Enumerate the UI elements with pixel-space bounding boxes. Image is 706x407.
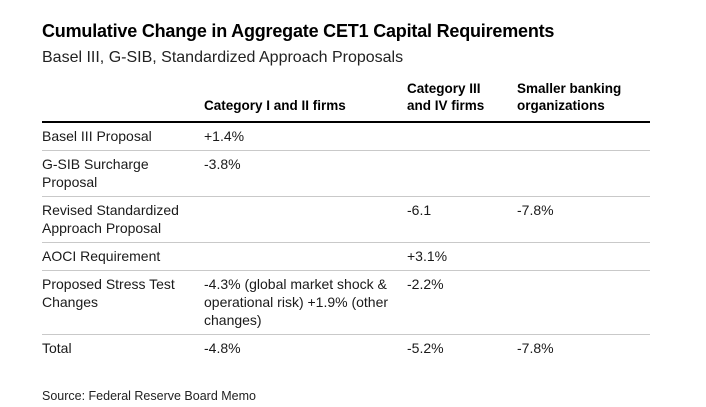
row-label: AOCI Requirement <box>42 242 204 271</box>
value-cell: -7.8% <box>517 196 650 243</box>
value-cell: +3.1% <box>407 242 517 271</box>
value-cell: +1.4% <box>204 128 245 144</box>
header-row: Category I and II firms Category III and… <box>42 80 650 123</box>
value-cell <box>517 150 650 197</box>
column-header-category-1-2: Category I and II firms <box>204 80 407 123</box>
table-body: Basel III Proposal +1.4% G-SIB Surcharge… <box>42 122 650 362</box>
value-cell <box>517 270 650 335</box>
row-label: G-SIB Surcharge Proposal <box>42 150 204 197</box>
page-title: Cumulative Change in Aggregate CET1 Capi… <box>42 21 555 41</box>
table-row-aoci-requirement: AOCI Requirement +3.1% <box>42 242 650 271</box>
table-row-basel-iii: Basel III Proposal +1.4% <box>42 122 650 151</box>
value-cell <box>517 122 650 151</box>
column-header-smaller-banking: Smaller banking organizations <box>517 80 650 123</box>
row-label: Proposed Stress Test Changes <box>42 270 204 335</box>
table-header: Category I and II firms Category III and… <box>42 80 650 123</box>
value-cell: -4.3% (global market shock & operational… <box>204 270 407 335</box>
row-label: Revised Standardized Approach Proposal <box>42 196 204 243</box>
table-row-total: Total -4.8% -5.2% -7.8% <box>42 334 650 362</box>
value-cell <box>407 122 517 151</box>
value-cell <box>407 150 517 197</box>
value-cell <box>204 196 407 243</box>
cet1-requirements-table: Category I and II firms Category III and… <box>42 80 650 362</box>
value-cell: -4.8% <box>204 334 407 362</box>
table-row-stress-test-changes: Proposed Stress Test Changes -4.3% (glob… <box>42 270 650 335</box>
value-cell <box>517 242 650 271</box>
table-row-gsib-surcharge: G-SIB Surcharge Proposal -3.8% <box>42 150 650 197</box>
value-cell: -2.2% <box>407 270 517 335</box>
value-cell <box>204 242 407 271</box>
value-cell: -5.2% <box>407 334 517 362</box>
value-cell: -3.8% <box>204 150 407 197</box>
source-note: Source: Federal Reserve Board Memo <box>42 389 256 403</box>
row-label: Basel III Proposal <box>42 128 152 144</box>
column-header-category-3-4: Category III and IV firms <box>407 80 517 123</box>
value-cell: -7.8% <box>517 334 650 362</box>
column-header-empty <box>42 80 204 123</box>
page-subtitle: Basel III, G-SIB, Standardized Approach … <box>42 49 404 66</box>
value-cell: -6.1 <box>407 196 517 243</box>
table-row-revised-standardized: Revised Standardized Approach Proposal -… <box>42 196 650 243</box>
row-label: Total <box>42 334 204 362</box>
